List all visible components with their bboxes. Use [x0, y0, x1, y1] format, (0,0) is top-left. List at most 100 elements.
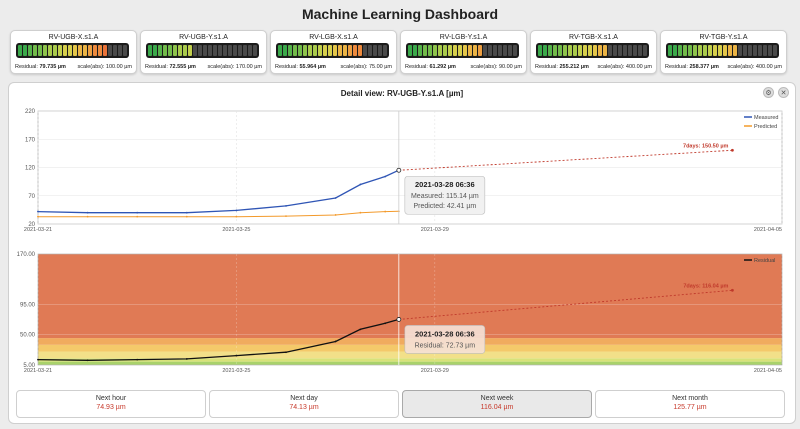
gauge-card[interactable]: RV-TGB-X.s1.A Residual: 255.212 µm scale(a…: [530, 30, 657, 74]
gauge-segment: [583, 45, 587, 56]
gauge-segment: [118, 45, 122, 56]
residual-label: Residual:: [405, 64, 430, 70]
gauge-segment: [158, 45, 162, 56]
tooltip-box: [404, 175, 486, 215]
residual-zone: [38, 254, 782, 339]
gauge-segment: [773, 45, 777, 56]
gauge-segment: [753, 45, 757, 56]
x-tick-label: 2021-03-25: [222, 368, 250, 374]
gauge-segment: [568, 45, 572, 56]
gauge-segment: [353, 45, 357, 56]
close-icon[interactable]: ✕: [778, 87, 789, 98]
gauge-segment: [278, 45, 282, 56]
gauge-segment: [163, 45, 167, 56]
data-point: [235, 215, 238, 218]
gauge-card[interactable]: RV-LGB-Y.s1.A Residual: 61.292 µm scale(ab…: [400, 30, 527, 74]
forecast-card-label: Next week: [480, 395, 514, 402]
gauge-segment: [683, 45, 687, 56]
hover-point: [396, 167, 402, 173]
forecast-card-label: Next hour: [95, 395, 127, 402]
gauge-segment: [248, 45, 252, 56]
gear-icon[interactable]: ⚙: [763, 87, 774, 98]
data-point: [86, 359, 89, 362]
gauge-segment: [148, 45, 152, 56]
forecast-card-next-week[interactable]: Next week 116.04 µm: [402, 390, 592, 418]
forecast-label: 7days: 116.04 µm: [683, 283, 728, 289]
gauge-bar: [406, 43, 519, 58]
gauge-card[interactable]: RV-TGB-Y.s1.A Residual: 258.377 µm scale(a…: [660, 30, 787, 74]
gauge-segment: [218, 45, 222, 56]
residual-label: Residual:: [275, 64, 300, 70]
gauge-segment: [73, 45, 77, 56]
residual-zone: [38, 351, 782, 359]
gauge-segment: [108, 45, 112, 56]
series-line-predicted: [38, 210, 399, 218]
residual-label: Residual:: [15, 64, 40, 70]
residual-label: Residual:: [665, 64, 690, 70]
gauge-segment: [233, 45, 237, 56]
measured-predicted-chart[interactable]: 20 70 120 170 220 2021-03-21 2021-03-25 2021-03…: [8, 100, 794, 240]
residual-value: 72.555 µm: [169, 64, 196, 70]
gauge-card[interactable]: RV-LGB-X.s1.A Residual: 55.964 µm scale(ab…: [270, 30, 397, 74]
forecast-card-next-day[interactable]: Next day 74.13 µm: [209, 390, 399, 418]
gauge-segment: [363, 45, 367, 56]
gauge-card[interactable]: RV-UGB-Y.s1.A Residual: 72.555 µm scale(ab…: [140, 30, 267, 74]
gauge-segment: [413, 45, 417, 56]
gauge-segment: [768, 45, 772, 56]
gauge-card[interactable]: RV-UGB-X.s1.A Residual: 79.735 µm scale(ab…: [10, 30, 137, 74]
gauge-segment: [38, 45, 42, 56]
residual-value: 61.292 µm: [429, 64, 456, 70]
forecast-card-next-hour[interactable]: Next hour 74.93 µm: [16, 390, 206, 418]
tooltip-line: Predicted: 42.41 µm: [413, 203, 476, 210]
gauge-segment: [678, 45, 682, 56]
gauge-segment: [723, 45, 727, 56]
chart-legend: Residual: [744, 258, 775, 264]
tooltip-line: Residual: 72.73 µm: [415, 342, 476, 349]
x-tick-label: 2021-03-29: [421, 368, 449, 374]
residual-value: 258.377 µm: [689, 64, 719, 70]
gauge-segment: [208, 45, 212, 56]
gauge-segment: [58, 45, 62, 56]
gauge-segment: [718, 45, 722, 56]
gauge-scale: scale(abs): 100.00 µm: [77, 64, 132, 70]
gauge-segment: [78, 45, 82, 56]
gauge-segment: [743, 45, 747, 56]
gauge-segment: [153, 45, 157, 56]
y-tick-label: 170.00: [17, 252, 36, 258]
gauge-segment: [488, 45, 492, 56]
data-point: [185, 211, 188, 214]
gauge-segment: [223, 45, 227, 56]
detail-title: Detail view: RV-UGB-Y.s1.A [µm]: [340, 89, 464, 98]
y-tick-label: 170: [25, 137, 36, 143]
residual-value: 55.964 µm: [299, 64, 326, 70]
gauge-segment: [578, 45, 582, 56]
gauge-residual: Residual: 255.212 µm: [535, 64, 589, 70]
gauge-scale: scale(abs): 170.00 µm: [207, 64, 262, 70]
gauge-segment: [173, 45, 177, 56]
gauge-segment: [323, 45, 327, 56]
gauge-segment: [593, 45, 597, 56]
x-tick-label: 2021-03-21: [24, 227, 52, 233]
gauge-segment: [378, 45, 382, 56]
gauge-residual: Residual: 79.735 µm: [15, 64, 66, 70]
gauge-segment: [343, 45, 347, 56]
x-tick-label: 2021-04-05: [754, 368, 782, 374]
gauge-segment: [318, 45, 322, 56]
gauge-segment: [228, 45, 232, 56]
gauge-segment: [453, 45, 457, 56]
gauge-segment: [628, 45, 632, 56]
gauge-segment: [563, 45, 567, 56]
x-tick-label: 2021-03-29: [421, 227, 449, 233]
y-tick-label: 120: [25, 166, 36, 172]
gauge-segment: [618, 45, 622, 56]
gauge-segment: [418, 45, 422, 56]
gauge-scale: scale(abs): 400.00 µm: [727, 64, 782, 70]
gauge-segment: [748, 45, 752, 56]
gauge-name: RV-UGB-X.s1.A: [48, 34, 99, 41]
gauge-segment: [468, 45, 472, 56]
series-line-residual: [37, 318, 399, 361]
x-tick-label: 2021-04-05: [754, 227, 782, 233]
forecast-card-next-month[interactable]: Next month 125.77 µm: [595, 390, 785, 418]
y-tick-label: 5.00: [23, 363, 35, 369]
